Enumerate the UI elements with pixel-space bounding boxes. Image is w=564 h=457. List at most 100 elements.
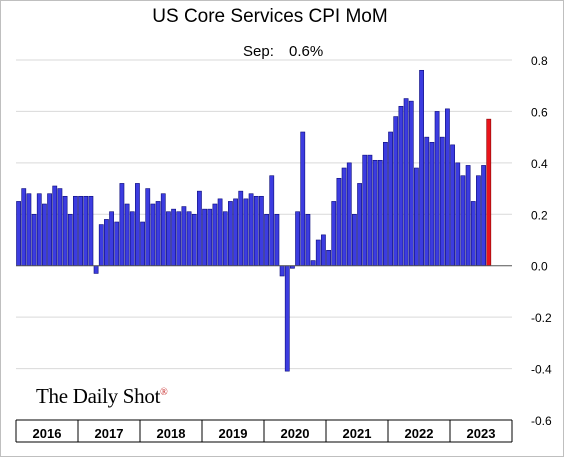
latest-label: Sep: — [243, 43, 274, 60]
bar — [83, 195, 89, 267]
x-tick-label: 2019 — [219, 426, 248, 441]
bar — [367, 154, 373, 267]
bar — [300, 131, 306, 267]
bar — [403, 98, 409, 267]
bar — [155, 201, 161, 267]
x-axis: 2016 2017 2018 2019 2020 2021 2022 2023 — [15, 419, 513, 443]
bar — [31, 213, 37, 267]
bar — [207, 208, 213, 267]
bar — [305, 213, 311, 267]
bar — [186, 211, 192, 267]
bar — [414, 167, 419, 267]
bar — [362, 154, 368, 267]
bar — [264, 213, 269, 267]
bar — [140, 221, 145, 267]
bar — [160, 193, 166, 267]
bar — [16, 201, 21, 267]
y-tick-label: 0.4 — [531, 157, 548, 171]
bar — [52, 185, 58, 267]
brand-logo: The Daily Shot® — [36, 384, 168, 409]
y-tick-label: -0.4 — [531, 363, 552, 377]
bar — [233, 198, 238, 267]
bar — [67, 213, 73, 267]
bar — [98, 224, 104, 267]
bar — [248, 193, 254, 267]
bar — [253, 195, 259, 267]
bar — [228, 201, 233, 267]
bar — [109, 211, 114, 267]
bar — [295, 211, 300, 267]
brand-logo-text: The Daily Shot — [36, 384, 161, 408]
bar — [274, 213, 280, 267]
bar — [284, 265, 290, 372]
bar — [398, 105, 404, 267]
bar-latest — [486, 118, 492, 267]
bar — [181, 206, 187, 267]
latest-value: 0.6% — [289, 43, 324, 60]
bar — [455, 162, 461, 267]
bar — [171, 208, 176, 267]
bar — [429, 141, 435, 267]
bar — [78, 195, 83, 267]
bar — [73, 195, 78, 267]
bar — [259, 195, 264, 267]
grid-lines — [16, 59, 512, 370]
bar — [357, 183, 362, 267]
bar — [26, 193, 32, 267]
bar — [341, 167, 347, 267]
bar — [202, 208, 207, 267]
y-tick-label: 0.2 — [531, 208, 548, 222]
bar — [331, 201, 337, 267]
bar — [119, 183, 125, 267]
bar — [269, 175, 275, 267]
bar — [310, 260, 316, 267]
x-tick-label: 2020 — [281, 426, 310, 441]
bar — [124, 203, 130, 267]
bar — [238, 190, 244, 267]
bar — [191, 213, 197, 267]
bar — [408, 100, 414, 267]
bar — [36, 193, 42, 267]
bar — [42, 203, 47, 267]
x-tick-label: 2021 — [343, 426, 372, 441]
bar — [460, 175, 466, 267]
bar — [279, 265, 285, 277]
bar — [321, 234, 326, 267]
bar-series — [16, 69, 492, 372]
bar — [424, 136, 430, 267]
bar — [222, 211, 228, 267]
bar — [383, 141, 388, 267]
x-tick-label: 2023 — [467, 426, 496, 441]
bar — [21, 188, 27, 267]
bar — [470, 201, 476, 267]
bar — [315, 239, 321, 267]
bar — [93, 265, 99, 274]
bar — [450, 144, 455, 267]
bar — [62, 195, 68, 267]
bar — [217, 198, 223, 267]
bar — [114, 221, 120, 267]
bar — [419, 69, 424, 267]
y-axis-ticks: 0.8 0.6 0.4 0.2 0.0 -0.2 -0.4 -0.6 — [531, 54, 552, 428]
bar — [150, 203, 156, 267]
x-tick-label: 2018 — [157, 426, 186, 441]
bar — [104, 219, 109, 267]
bar — [336, 177, 342, 267]
bar — [352, 213, 357, 267]
y-tick-label: 0.6 — [531, 105, 548, 119]
bar — [445, 108, 450, 267]
bar — [476, 175, 481, 267]
y-tick-label: 0.8 — [531, 54, 548, 68]
bar — [129, 211, 135, 267]
x-tick-label: 2017 — [95, 426, 124, 441]
y-tick-label: 0.0 — [531, 260, 548, 274]
bar — [326, 249, 331, 267]
bar — [346, 162, 352, 267]
bar — [57, 188, 63, 267]
bar — [176, 211, 182, 267]
bar — [434, 111, 440, 267]
x-tick-label: 2022 — [405, 426, 434, 441]
bar — [166, 211, 171, 267]
